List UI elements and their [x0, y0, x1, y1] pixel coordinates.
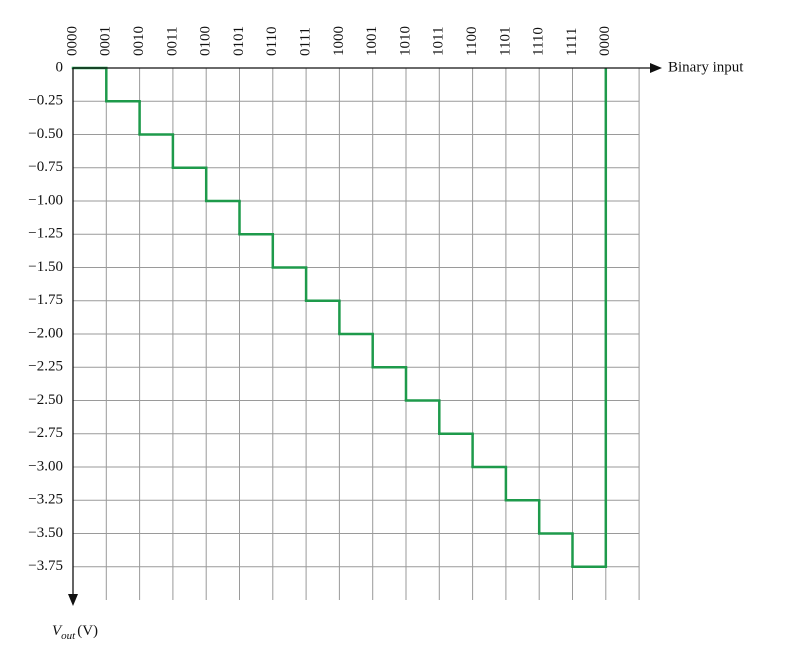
y-arrow: [68, 594, 78, 606]
y-label-sub: out: [61, 630, 76, 642]
y-tick-label: −2.75: [28, 425, 63, 441]
x-tick-label: 0111: [298, 27, 314, 56]
x-tick-label: 1010: [397, 26, 413, 56]
x-tick-label: 1101: [497, 27, 513, 56]
x-tick-label: 0100: [198, 26, 214, 56]
y-tick-label: −3.50: [28, 525, 63, 541]
y-tick-label: 0: [56, 59, 64, 75]
y-tick-label: −1.00: [28, 192, 63, 208]
y-tick-label: −1.75: [28, 292, 63, 308]
x-tick-label: 1100: [464, 27, 480, 56]
y-tick-label: −3.00: [28, 458, 63, 474]
y-label-unit: (V): [77, 623, 98, 639]
x-tick-label: 1001: [364, 26, 380, 56]
marks: [71, 66, 608, 568]
x-tick-label: 0001: [98, 26, 114, 56]
y-tick-label: −1.25: [28, 226, 63, 242]
x-tick-label: 1111: [564, 28, 580, 56]
y-label-main: V: [52, 623, 63, 639]
y-tick-label: −0.75: [28, 159, 63, 175]
x-tick-label: 1110: [531, 27, 547, 56]
x-tick-label: 1000: [331, 26, 347, 56]
y-tick-label: −0.50: [28, 126, 63, 142]
x-axis-label: Binary input: [668, 59, 744, 75]
x-tick-label: 0010: [131, 26, 147, 56]
y-tick-label: −0.25: [28, 93, 63, 109]
x-tick-label: 0011: [164, 27, 180, 56]
x-tick-label: 0000: [64, 26, 80, 56]
y-tick-label: −2.25: [28, 359, 63, 375]
x-tick-label: 0110: [264, 27, 280, 56]
x-tick-label: 1011: [431, 27, 447, 56]
x-arrow: [650, 63, 662, 73]
x-tick-label: 0000: [597, 26, 613, 56]
y-tick-label: −3.25: [28, 492, 63, 508]
y-tick-label: −2.50: [28, 392, 63, 408]
y-tick-label: −2.00: [28, 325, 63, 341]
y-axis-label: Vout (V): [52, 623, 98, 641]
x-tick-label: 0101: [231, 26, 247, 56]
y-tick-label: −1.50: [28, 259, 63, 275]
y-tick-label: −3.75: [28, 558, 63, 574]
